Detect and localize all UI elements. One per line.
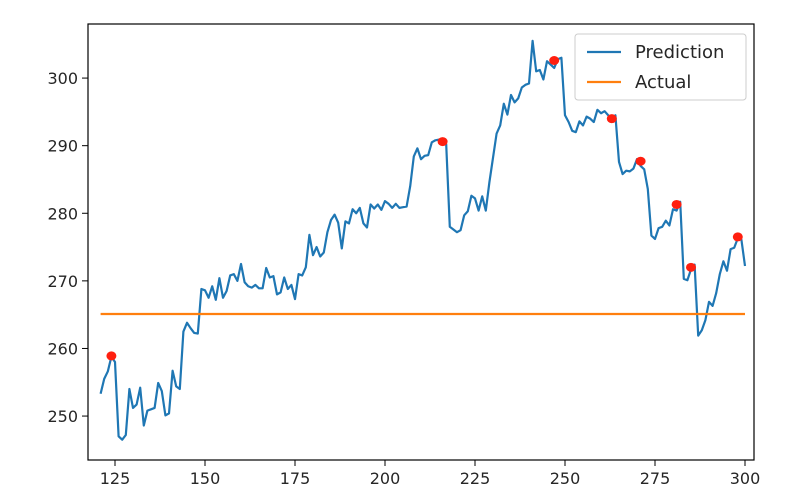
axes-frame [87, 23, 755, 461]
y-axis: 250 260 270 280 290 300 [47, 69, 88, 426]
highlight-point [686, 262, 696, 272]
x-tick-label: 275 [640, 469, 671, 488]
y-tick-label: 270 [47, 272, 78, 291]
x-tick-label: 125 [100, 469, 131, 488]
x-tick-label: 300 [730, 469, 761, 488]
legend: Prediction Actual [574, 33, 747, 101]
x-tick-label: 250 [550, 469, 581, 488]
highlight-point [635, 156, 646, 166]
highlight-point [106, 351, 117, 361]
highlight-point [732, 232, 743, 242]
x-tick-label: 150 [190, 469, 221, 488]
y-tick-label: 290 [47, 137, 78, 156]
x-tick-label: 225 [460, 469, 491, 488]
highlight-point [606, 114, 617, 124]
x-tick-label: 200 [370, 469, 401, 488]
highlight-point [437, 137, 448, 147]
y-tick-label: 260 [47, 339, 78, 358]
plot-area [87, 23, 755, 461]
y-tick-label: 280 [47, 204, 78, 223]
series-line-prediction [99, 39, 747, 441]
legend-label-actual: Actual [635, 72, 691, 93]
highlight-point [549, 56, 560, 66]
legend-label-prediction: Prediction [635, 42, 724, 63]
x-tick-label: 175 [280, 469, 311, 488]
legend-box [574, 33, 747, 101]
y-tick-label: 250 [47, 407, 78, 426]
y-tick-label: 300 [47, 69, 78, 88]
highlight-point [671, 199, 682, 209]
x-axis: 125 150 175 200 225 250 275 300 [100, 460, 761, 488]
